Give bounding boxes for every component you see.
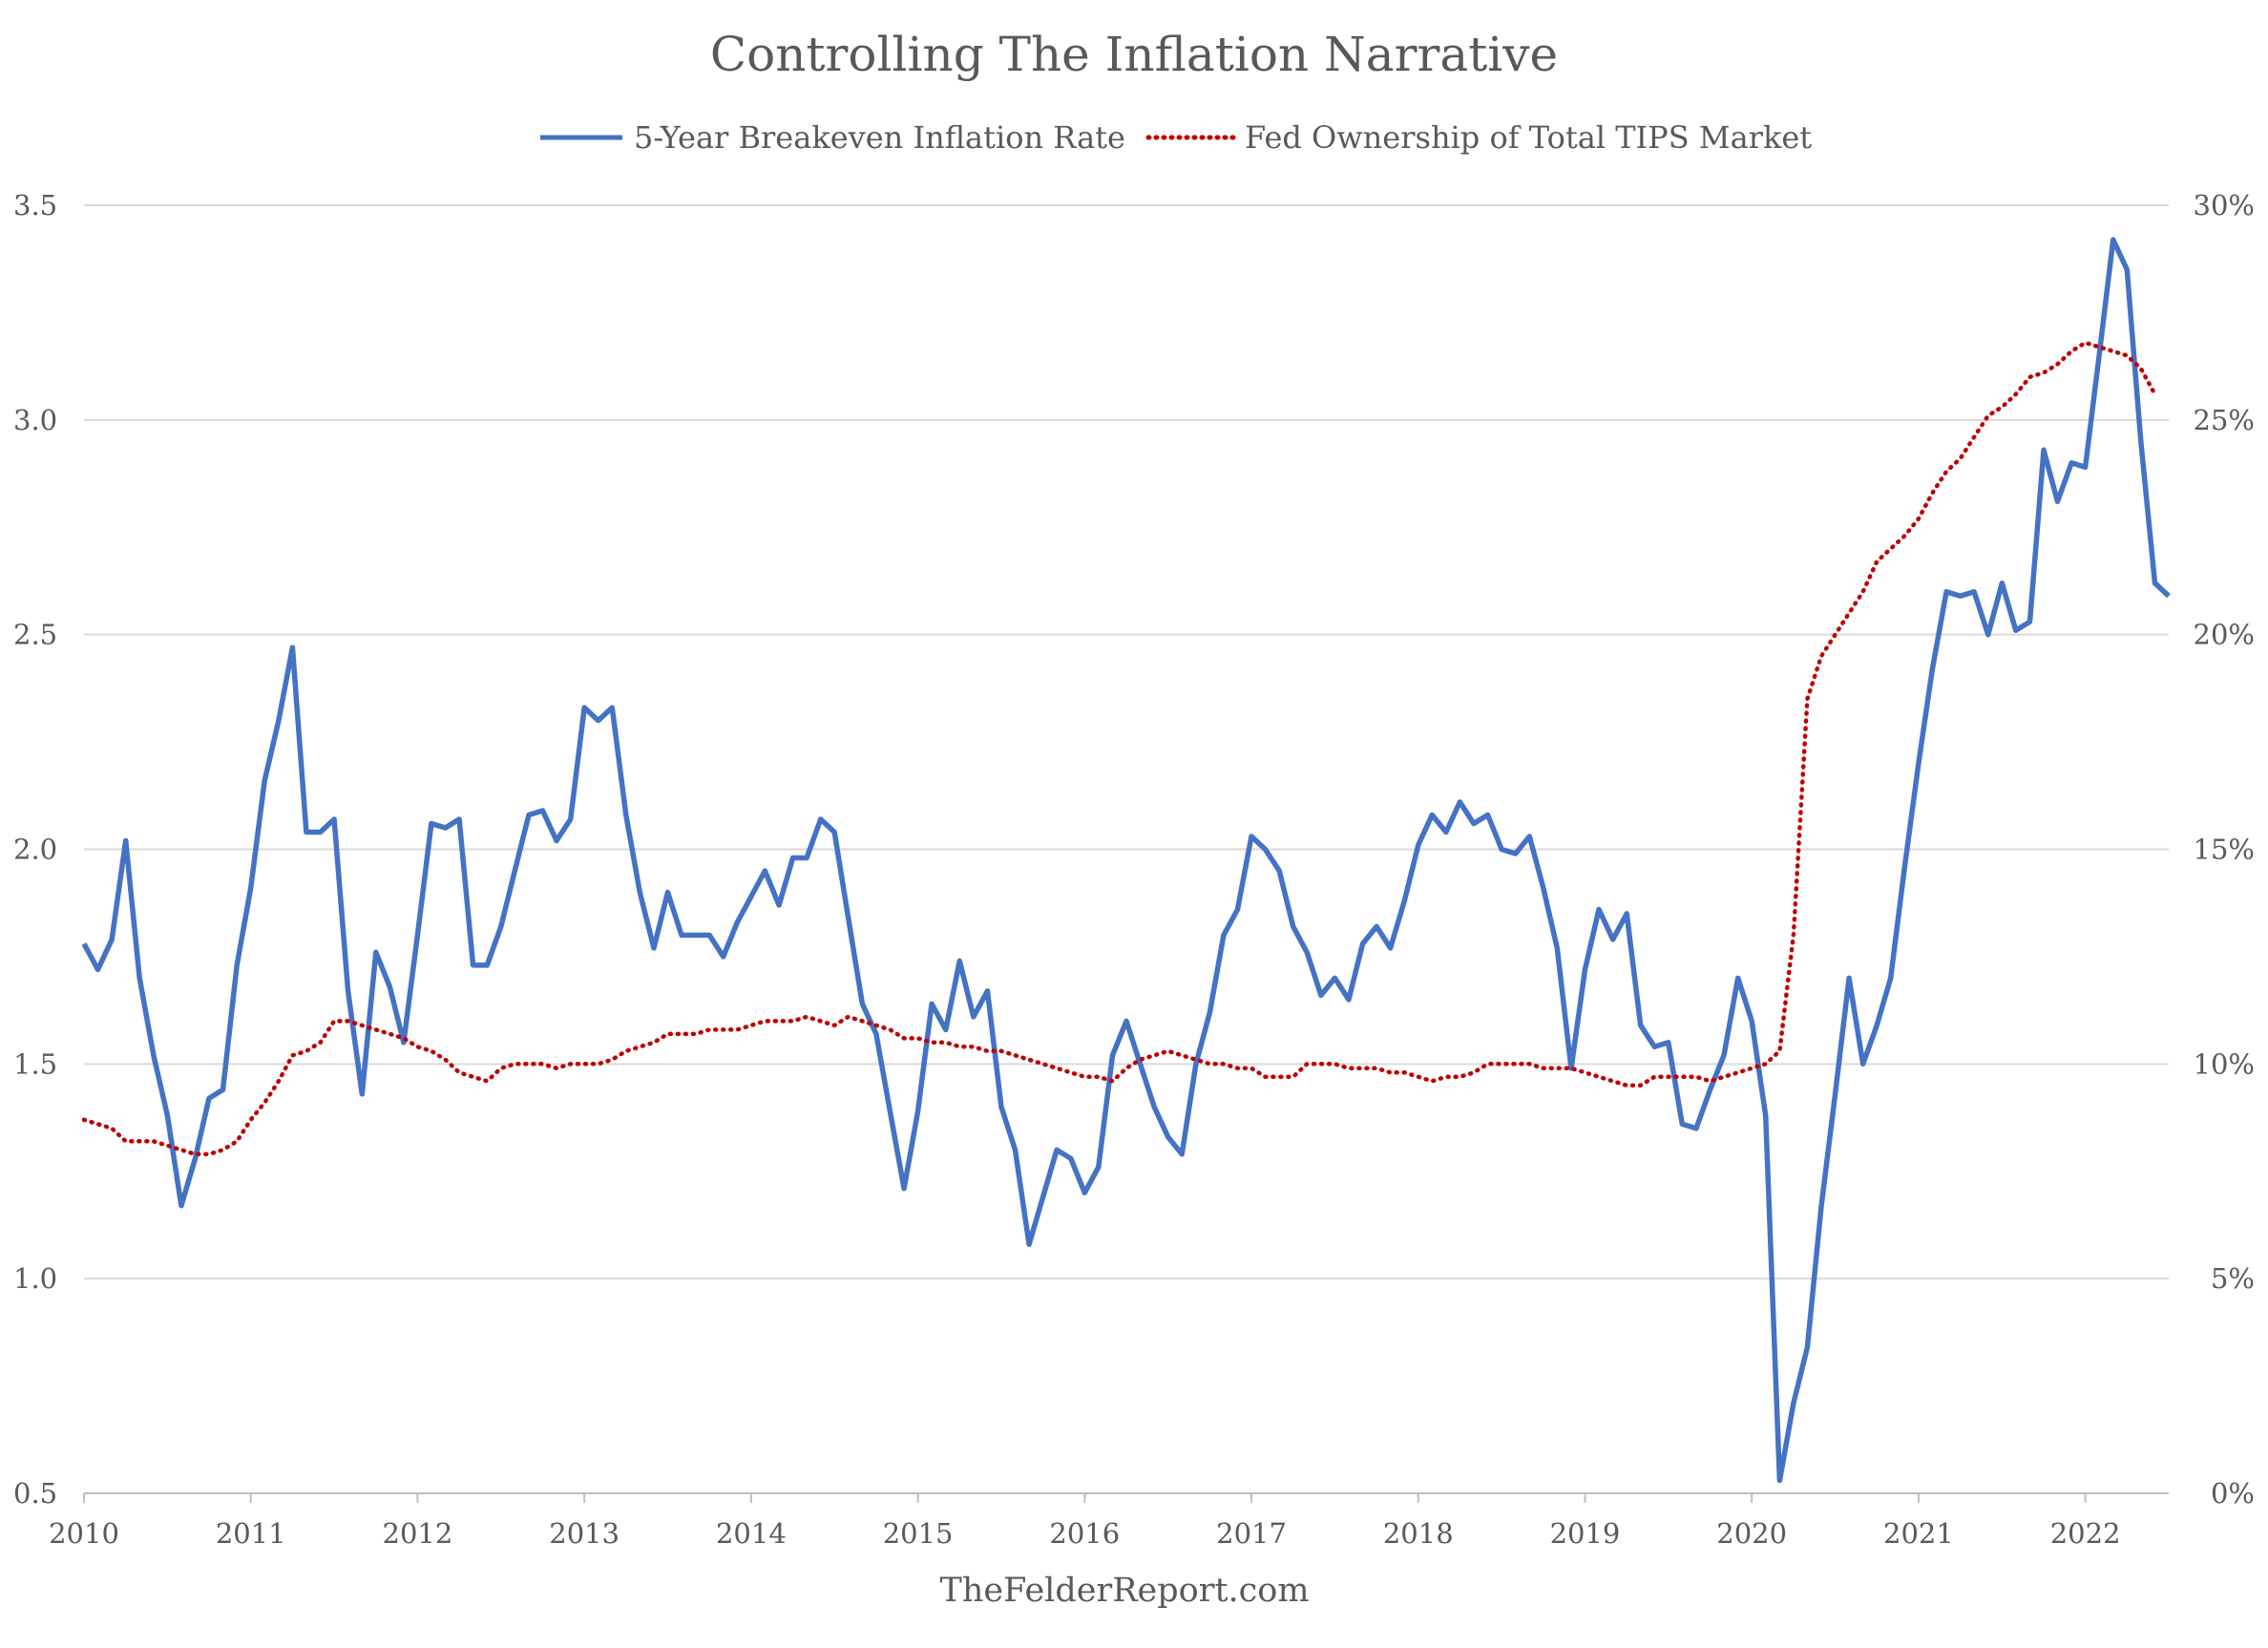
legend-label-breakeven: 5-Year Breakeven Inflation Rate bbox=[634, 119, 1125, 156]
source-credit: TheFelderReport.com bbox=[939, 1572, 1309, 1610]
series-line-breakeven bbox=[81, 237, 2171, 1484]
legend-item-fed-ownership: Fed Ownership of Total TIPS Market bbox=[1145, 119, 1812, 156]
x-tick-label: 2019 bbox=[1550, 1517, 1621, 1550]
series-layer bbox=[81, 237, 2171, 1484]
left-tick-label: 0.5 bbox=[13, 1477, 57, 1510]
x-tick-label: 2016 bbox=[1049, 1517, 1120, 1550]
right-tick-label: 10% bbox=[2194, 1047, 2255, 1080]
chart-title: Controlling The Inflation Narrative bbox=[710, 27, 1558, 82]
left-tick-label: 1.5 bbox=[13, 1047, 57, 1080]
left-axis: 0.5 1.0 1.5 2.0 2.5 3.0 3.5 bbox=[13, 189, 57, 1510]
x-tick-label: 2012 bbox=[383, 1517, 453, 1550]
right-tick-label: 5% bbox=[2211, 1262, 2255, 1295]
series-line-fed-ownership bbox=[81, 340, 2157, 1157]
legend: 5-Year Breakeven Inflation Rate Fed Owne… bbox=[540, 119, 1812, 156]
legend-item-breakeven: 5-Year Breakeven Inflation Rate bbox=[540, 119, 1125, 156]
x-tick-label: 2015 bbox=[883, 1517, 954, 1550]
x-tick-label: 2021 bbox=[1883, 1517, 1954, 1550]
x-tick-label: 2013 bbox=[549, 1517, 620, 1550]
right-tick-label: 0% bbox=[2211, 1477, 2255, 1510]
x-tick-label: 2011 bbox=[216, 1517, 286, 1550]
x-tick-label: 2020 bbox=[1716, 1517, 1787, 1550]
x-tick-label: 2014 bbox=[716, 1517, 787, 1550]
left-tick-label: 3.5 bbox=[13, 189, 57, 222]
left-tick-label: 3.0 bbox=[13, 404, 57, 436]
left-tick-label: 2.5 bbox=[13, 619, 57, 651]
gridlines bbox=[84, 204, 2169, 1494]
x-tick-label: 2010 bbox=[49, 1517, 119, 1550]
right-tick-label: 30% bbox=[2194, 189, 2255, 222]
left-tick-label: 1.0 bbox=[13, 1262, 57, 1295]
x-axis: 2010 2011 2012 2013 2014 2015 2016 2017 2018 2019… bbox=[49, 1493, 2121, 1550]
x-tick-label: 2022 bbox=[2050, 1517, 2121, 1550]
x-tick-label: 2018 bbox=[1383, 1517, 1454, 1550]
right-tick-label: 15% bbox=[2194, 834, 2255, 866]
right-tick-label: 20% bbox=[2194, 619, 2255, 651]
legend-label-fed-ownership: Fed Ownership of Total TIPS Market bbox=[1245, 119, 1812, 156]
right-tick-label: 25% bbox=[2194, 404, 2255, 436]
right-axis: 0% 5% 10% 15% 20% 25% 30% bbox=[2194, 189, 2255, 1510]
x-tick-label: 2017 bbox=[1216, 1517, 1287, 1550]
left-tick-label: 2.0 bbox=[13, 834, 57, 866]
